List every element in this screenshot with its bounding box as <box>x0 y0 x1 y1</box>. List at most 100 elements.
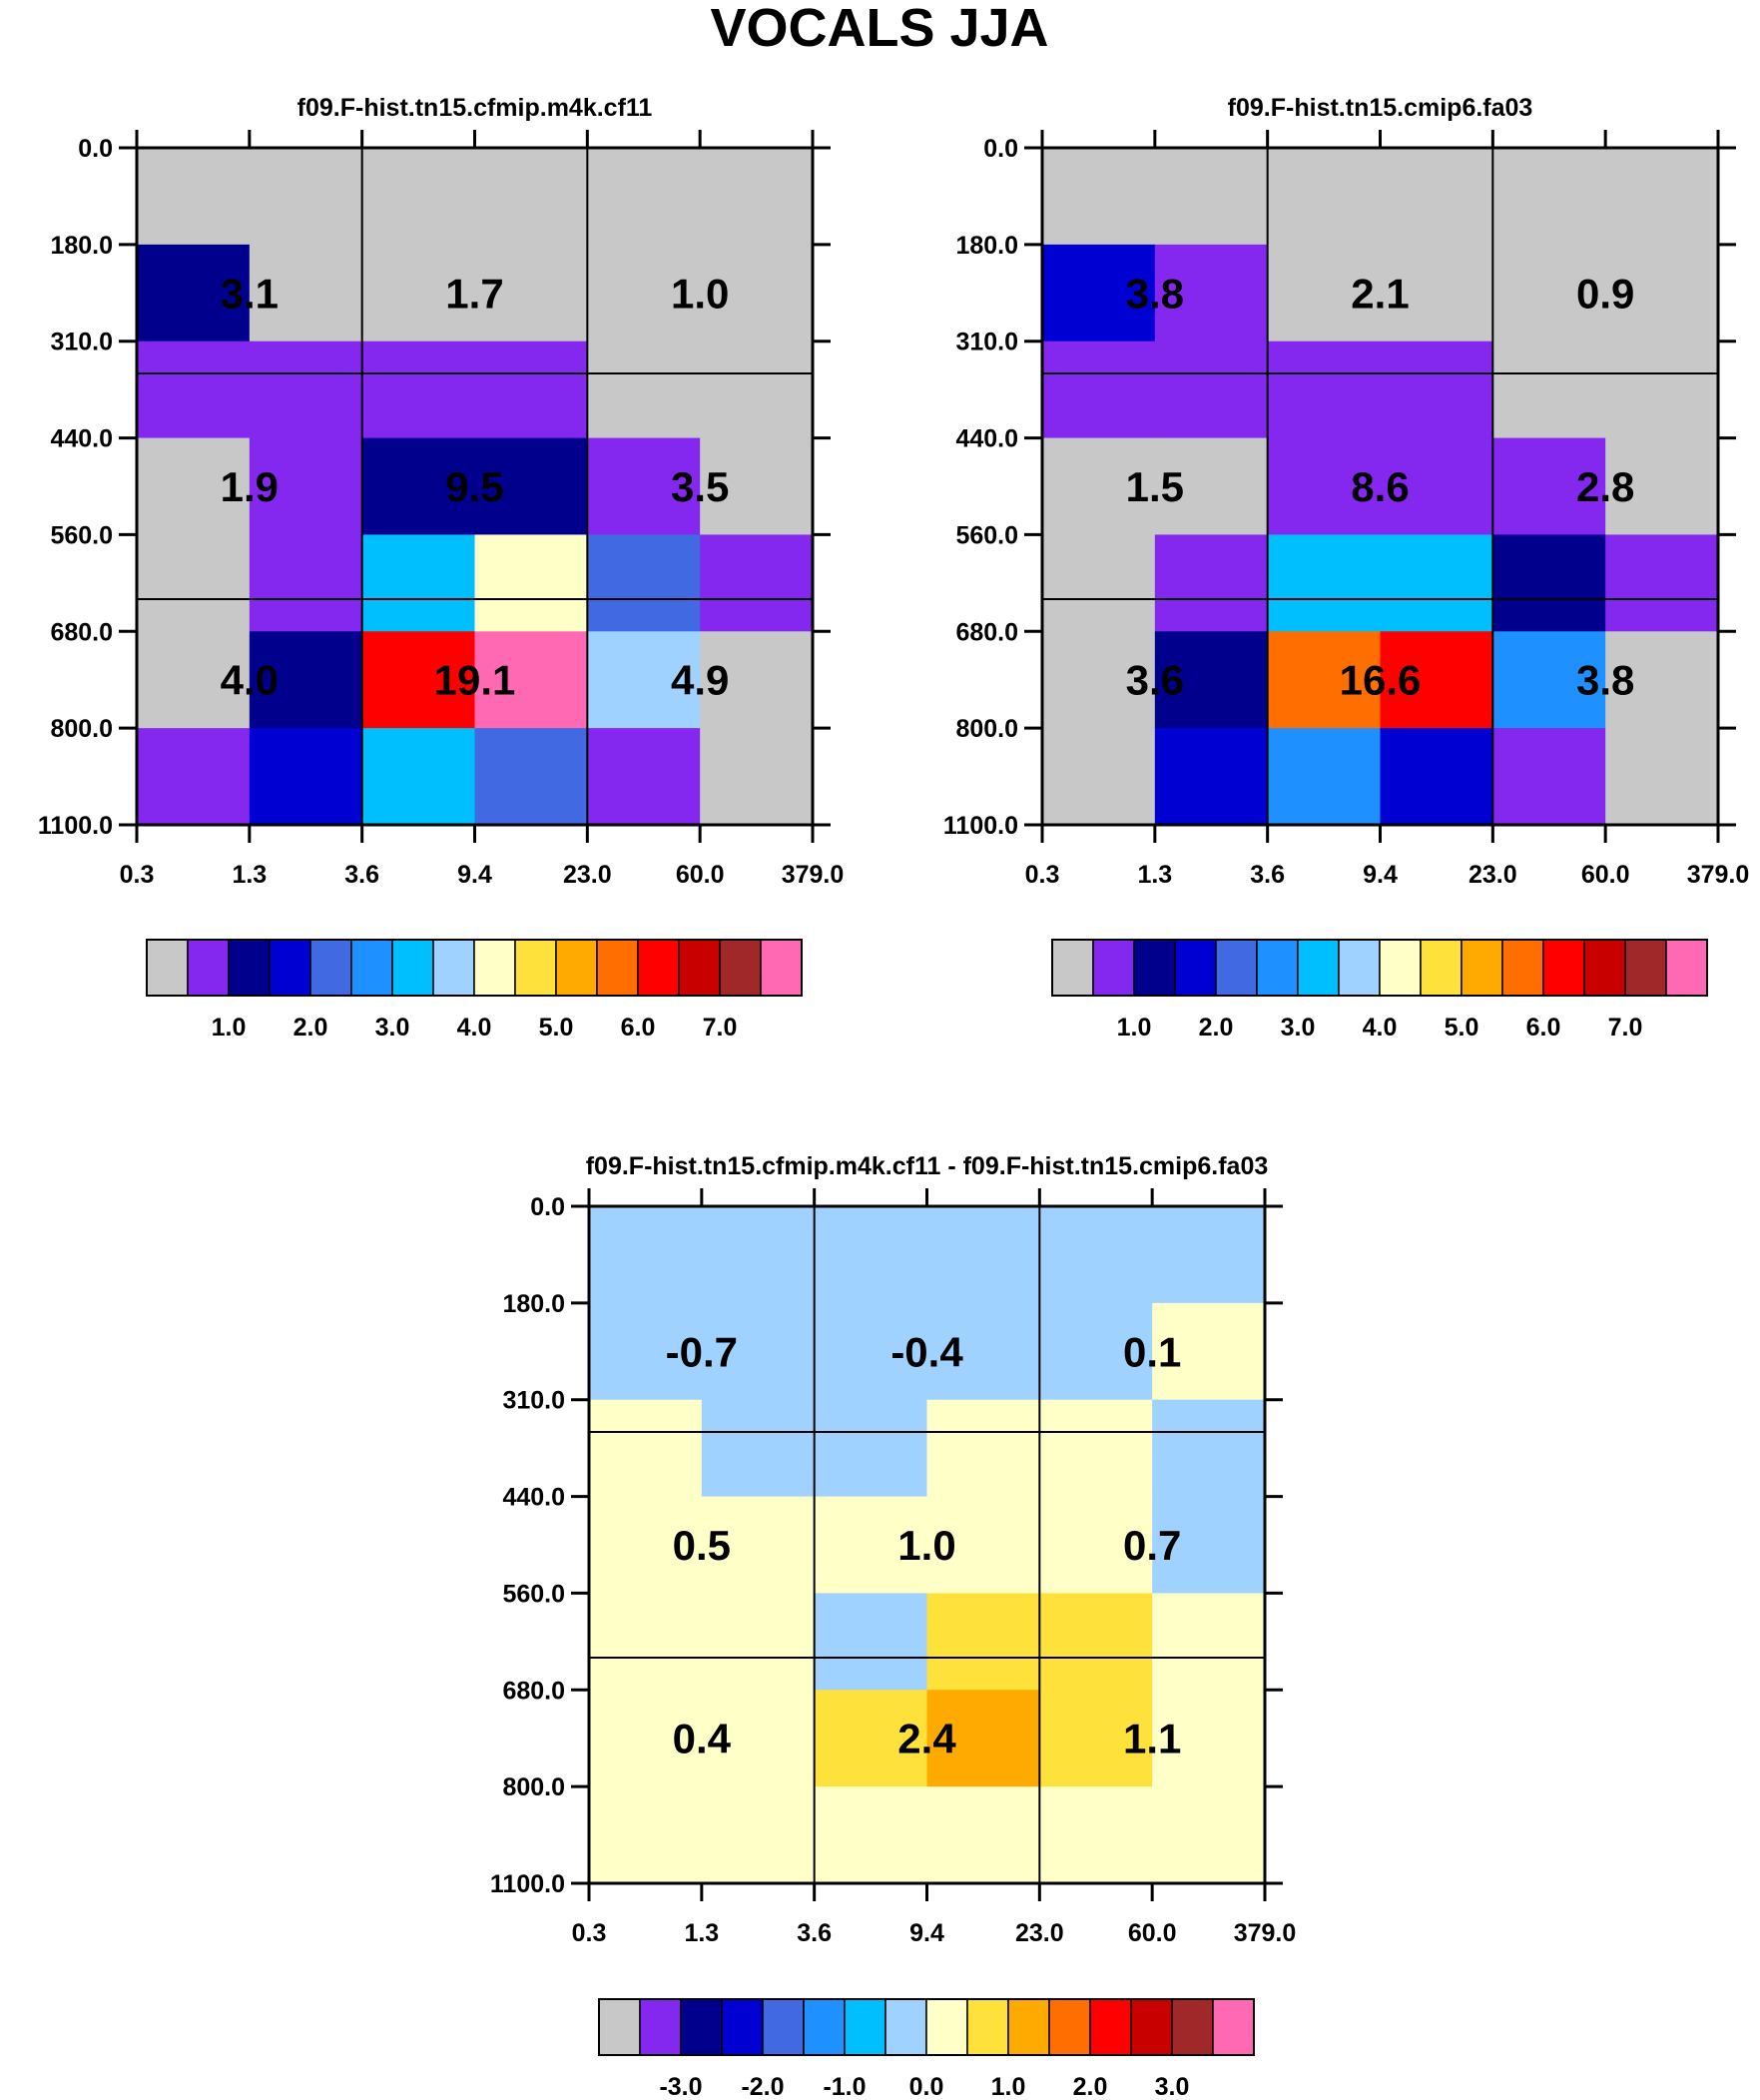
heatmap-cell <box>700 437 814 536</box>
colorbar-label: 3.0 <box>375 1014 410 1042</box>
x-tick-label: 1.3 <box>1137 861 1172 889</box>
y-tick-label: 440.0 <box>50 425 113 453</box>
y-tick-label: 180.0 <box>502 1290 565 1318</box>
heatmap-cell <box>1154 728 1269 826</box>
colorbar-label: -1.0 <box>823 2073 866 2100</box>
heatmap-cell <box>587 148 701 246</box>
colorbar-label: 1.0 <box>212 1014 247 1042</box>
x-tick-label: 60.0 <box>676 861 725 889</box>
heatmap-cell <box>474 148 588 246</box>
panel-title: f09.F-hist.tn15.cmip6.fa03 <box>1228 94 1533 122</box>
heatmap-cell <box>1605 244 1719 343</box>
heatmap-cell <box>361 148 476 246</box>
colorbar-label: 3.0 <box>1281 1014 1316 1042</box>
colorbar-box <box>762 1998 805 2056</box>
heatmap-cell <box>589 1690 703 1787</box>
colorbar-box <box>391 939 434 997</box>
heatmap-cell <box>587 341 701 439</box>
data-label: 1.0 <box>671 270 729 317</box>
y-tick-label: 680.0 <box>955 618 1018 646</box>
data-label: 0.5 <box>673 1522 731 1569</box>
heatmap-cell <box>701 1786 816 1884</box>
heatmap-cell <box>700 341 814 439</box>
colorbar-label: -2.0 <box>741 2073 784 2100</box>
data-label: 1.1 <box>1123 1716 1181 1762</box>
heatmap-cell <box>249 148 363 246</box>
x-tick-label: 379.0 <box>1234 1919 1297 1947</box>
heatmap-cell <box>1042 534 1156 632</box>
y-tick-label: 180.0 <box>955 232 1018 260</box>
colorbar-frame <box>1051 939 1708 997</box>
heatmap-cell <box>926 1496 1040 1595</box>
y-tick-label: 310.0 <box>955 329 1018 356</box>
data-label: -0.7 <box>666 1328 738 1375</box>
heatmap-cell <box>1152 1399 1266 1498</box>
heatmap-cell <box>1380 631 1493 729</box>
heatmap-cell <box>1152 1206 1266 1304</box>
colorbar-box <box>678 939 721 997</box>
heatmap-cell <box>1042 148 1156 246</box>
colorbar-label: 7.0 <box>1608 1014 1643 1042</box>
heatmap-cell <box>361 534 476 632</box>
colorbar-box <box>269 939 311 997</box>
heatmap-cell <box>700 148 814 246</box>
data-label: 16.6 <box>1340 657 1422 704</box>
colorbar-box <box>1174 939 1217 997</box>
heatmap-cell <box>1605 437 1719 536</box>
heatmap-cell <box>589 1302 703 1401</box>
colorbar-box <box>803 1998 846 2056</box>
colorbar-box <box>432 939 475 997</box>
heatmap-cell <box>1380 437 1493 536</box>
data-label: 3.5 <box>671 463 729 510</box>
panels: f09.F-hist.tn15.cfmip.m4k.cf11 0.0 180.0 31… <box>38 94 1749 2100</box>
colorbar-label: 3.0 <box>1155 2073 1190 2100</box>
colorbar-label: 2.0 <box>1073 2073 1108 2100</box>
heatmap-cell <box>137 534 251 632</box>
x-tick-label: 9.4 <box>457 861 492 889</box>
x-tick-label: 0.3 <box>1025 861 1060 889</box>
heatmap-cell <box>361 728 476 826</box>
colorbar-box <box>680 1998 723 2056</box>
colorbar-box <box>1007 1998 1050 2056</box>
heatmap-cell <box>249 437 363 536</box>
colorbar-box <box>719 939 762 997</box>
heatmap-cell <box>1380 728 1493 826</box>
data-label: 3.8 <box>1576 657 1634 704</box>
heatmap-cell <box>587 244 701 343</box>
colorbar-frame <box>146 939 803 997</box>
y-tick-label: 560.0 <box>955 521 1018 549</box>
heatmap-cell <box>137 437 251 536</box>
y-tick-label: 440.0 <box>955 425 1018 453</box>
heatmap-cell <box>137 341 251 439</box>
colorbar-box <box>1133 939 1176 997</box>
x-tick-label: 23.0 <box>1015 1919 1064 1947</box>
data-label: 3.8 <box>1126 270 1184 317</box>
heatmap-cell <box>137 244 251 343</box>
colorbar-label: 1.0 <box>1117 1014 1152 1042</box>
data-label: 19.1 <box>434 657 516 704</box>
heatmap-cell <box>1380 341 1493 439</box>
data-label: 1.5 <box>1126 463 1184 510</box>
heatmap-cell <box>814 1302 928 1401</box>
colorbar-box <box>1051 939 1094 997</box>
colorbar-box <box>1212 1998 1255 2056</box>
heatmap-cell <box>137 631 251 729</box>
colorbar-label: 4.0 <box>1363 1014 1398 1042</box>
data-label: 1.7 <box>445 270 503 317</box>
colorbar-box <box>350 939 393 997</box>
colorbar-label: -3.0 <box>659 2073 702 2100</box>
heatmap-cell <box>701 1302 816 1401</box>
y-tick-label: 0.0 <box>983 135 1018 163</box>
heatmap-cell <box>589 1593 703 1691</box>
heatmap-cell <box>1492 437 1606 536</box>
heatmap-cell <box>1154 244 1269 343</box>
heatmap-cell <box>587 534 701 632</box>
data-label: 3.6 <box>1126 657 1184 704</box>
y-tick-label: 680.0 <box>502 1677 565 1705</box>
heatmap-cell <box>926 1399 1040 1498</box>
colorbar-frame <box>598 1998 1255 2056</box>
colorbar-box <box>228 939 271 997</box>
colorbar-box <box>1665 939 1708 997</box>
heatmap-cell <box>249 728 363 826</box>
